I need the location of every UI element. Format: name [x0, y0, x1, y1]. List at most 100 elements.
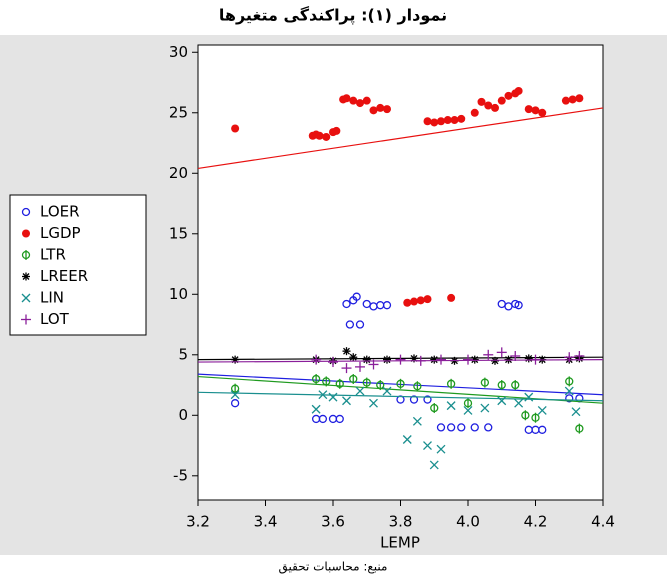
data-point-shape: [561, 96, 570, 105]
data-point: [342, 396, 351, 406]
data-point: [446, 401, 456, 411]
data-point-shape: [349, 96, 358, 105]
data-point: [383, 105, 391, 114]
data-point-stroke: [402, 435, 412, 444]
data-point: [409, 395, 419, 404]
legend-marker: [21, 293, 31, 303]
data-point: [349, 96, 358, 105]
data-point: [355, 386, 365, 396]
legend-marker: [22, 272, 30, 281]
x-tick-label: 4.0: [456, 513, 480, 531]
data-point: [412, 416, 422, 426]
data-point: [447, 293, 456, 302]
y-tick-label: 20: [169, 164, 188, 182]
data-point: [349, 373, 358, 384]
data-point-shape: [437, 117, 445, 126]
source-note: منبع: محاسبات تحقیق: [279, 560, 388, 575]
data-point: [362, 355, 371, 364]
data-point-shape: [356, 99, 364, 108]
data-point: [430, 118, 439, 127]
legend-marker: [21, 314, 31, 325]
data-point-shape: [335, 414, 344, 424]
data-point-shape: [446, 423, 456, 432]
y-tick-label: 25: [169, 103, 188, 121]
data-point: [561, 96, 570, 105]
data-point: [537, 405, 547, 415]
data-point-shape: [538, 425, 547, 434]
data-point-shape: [575, 94, 584, 103]
data-point: [538, 108, 547, 117]
data-point: [362, 96, 371, 105]
data-point-shape: [383, 105, 391, 114]
data-point-stroke: [311, 404, 321, 414]
data-point: [514, 301, 523, 310]
y-tick-label: 15: [169, 224, 188, 242]
legend-marker-stroke: [22, 273, 30, 280]
legend-label: LOT: [40, 310, 70, 328]
data-point-shape: [230, 399, 240, 408]
data-point-shape: [430, 118, 439, 127]
data-point: [477, 97, 486, 106]
data-point: [230, 399, 240, 408]
data-point: [514, 86, 523, 95]
data-point: [565, 376, 574, 387]
data-point-stroke: [429, 460, 439, 470]
data-point: [395, 354, 406, 365]
x-tick-label: 4.4: [591, 513, 615, 531]
data-point-shape: [376, 103, 385, 112]
fit-line: [197, 107, 604, 170]
data-point-shape: [568, 95, 577, 104]
data-point: [429, 460, 439, 470]
data-point: [423, 395, 432, 404]
fit-line: [197, 359, 604, 363]
data-point-shape: [514, 86, 523, 95]
data-point: [463, 354, 473, 365]
data-point-shape: [484, 101, 493, 110]
data-point: [402, 435, 412, 444]
data-point-shape: [484, 423, 493, 432]
data-point-stroke: [463, 405, 473, 415]
data-point: [345, 320, 355, 329]
data-point-stroke: [328, 392, 338, 402]
data-point-stroke: [412, 416, 422, 426]
x-tick-label: 3.8: [389, 513, 413, 531]
data-point-stroke: [436, 444, 446, 454]
data-point-stroke: [446, 401, 456, 411]
plot-area: [197, 44, 604, 501]
data-point-shape: [423, 117, 432, 126]
data-point: [484, 423, 493, 432]
data-point: [575, 94, 584, 103]
data-point-stroke: [355, 386, 365, 396]
data-point-shape: [403, 298, 412, 307]
data-point-stroke: [480, 403, 490, 413]
data-point: [446, 423, 456, 432]
data-point: [436, 444, 446, 454]
legend-marker: [21, 207, 31, 217]
legend-label: LGDP: [40, 224, 81, 242]
data-point-shape: [342, 299, 351, 309]
data-point: [230, 383, 240, 394]
data-point: [416, 296, 425, 305]
data-point-shape: [382, 301, 392, 310]
data-point-shape: [443, 116, 452, 125]
legend: [9, 194, 147, 336]
chart-title: نمودار (۱): پراکندگی متغیرها: [219, 6, 447, 26]
data-point-shape: [416, 296, 425, 305]
data-point-stroke: [343, 347, 350, 355]
data-point: [571, 407, 581, 417]
data-point: [382, 301, 392, 310]
data-point: [463, 405, 473, 415]
data-point: [342, 94, 351, 103]
legend-marker: [21, 250, 31, 260]
data-point-shape: [362, 96, 371, 105]
data-point-shape: [524, 105, 533, 114]
data-point-stroke: [514, 398, 524, 408]
data-point: [311, 354, 322, 365]
legend-marker-shape: [21, 207, 31, 217]
data-point: [568, 95, 577, 104]
data-point-shape: [410, 297, 418, 306]
legend-label: LIN: [40, 289, 64, 307]
data-point: [356, 99, 364, 108]
data-point: [511, 380, 520, 391]
data-point-stroke: [230, 390, 240, 400]
